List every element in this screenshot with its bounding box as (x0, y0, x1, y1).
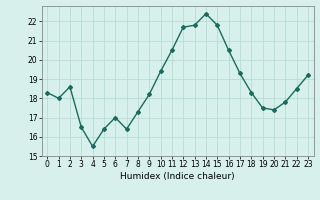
X-axis label: Humidex (Indice chaleur): Humidex (Indice chaleur) (120, 172, 235, 181)
